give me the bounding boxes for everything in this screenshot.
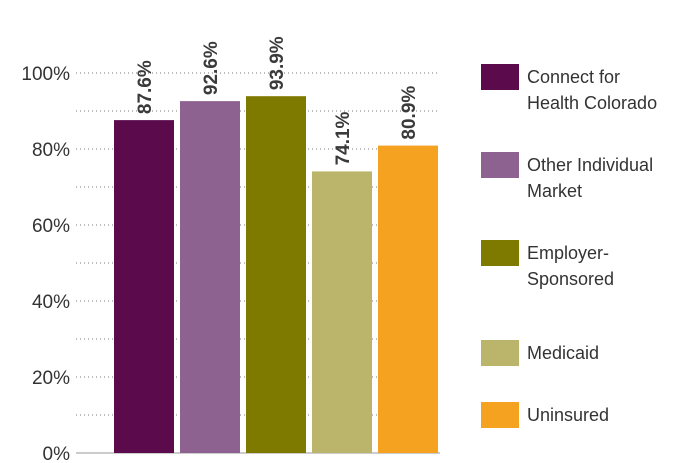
legend-swatch [481, 402, 519, 428]
legend: Connect for Health Colorado Other Individ… [481, 0, 675, 463]
legend-label: Employer-Sponsored [527, 243, 615, 289]
legend-swatch [481, 64, 519, 90]
y-tick-label: 0% [43, 444, 71, 463]
value-label: 74.1% [333, 111, 354, 165]
legend-label: Uninsured [527, 405, 610, 425]
bar [114, 120, 174, 454]
legend-label: Medicaid [527, 343, 600, 363]
bar [246, 96, 306, 454]
legend-label: Other Individual Market [527, 155, 654, 201]
legend-item: Uninsured [481, 402, 667, 428]
bar [312, 171, 372, 454]
y-tick-label: 80% [32, 140, 70, 161]
y-tick-label: 40% [32, 292, 70, 313]
legend-item: Employer-Sponsored [481, 240, 667, 292]
legend-label: Connect for Health Colorado [527, 67, 658, 113]
legend-swatch [481, 340, 519, 366]
legend-item: Other Individual Market [481, 152, 667, 204]
value-label: 93.9% [267, 36, 288, 90]
legend-item: Medicaid [481, 340, 667, 366]
legend-swatch [481, 152, 519, 178]
bar [180, 101, 240, 454]
y-tick-label: 20% [32, 368, 70, 389]
value-label: 92.6% [201, 41, 222, 95]
legend-item: Connect for Health Colorado [481, 64, 667, 116]
bar [378, 145, 438, 453]
legend-swatch [481, 240, 519, 266]
y-tick-label: 100% [21, 64, 70, 85]
value-label: 80.9% [399, 86, 420, 140]
value-label: 87.6% [135, 60, 156, 114]
y-tick-label: 60% [32, 216, 70, 237]
